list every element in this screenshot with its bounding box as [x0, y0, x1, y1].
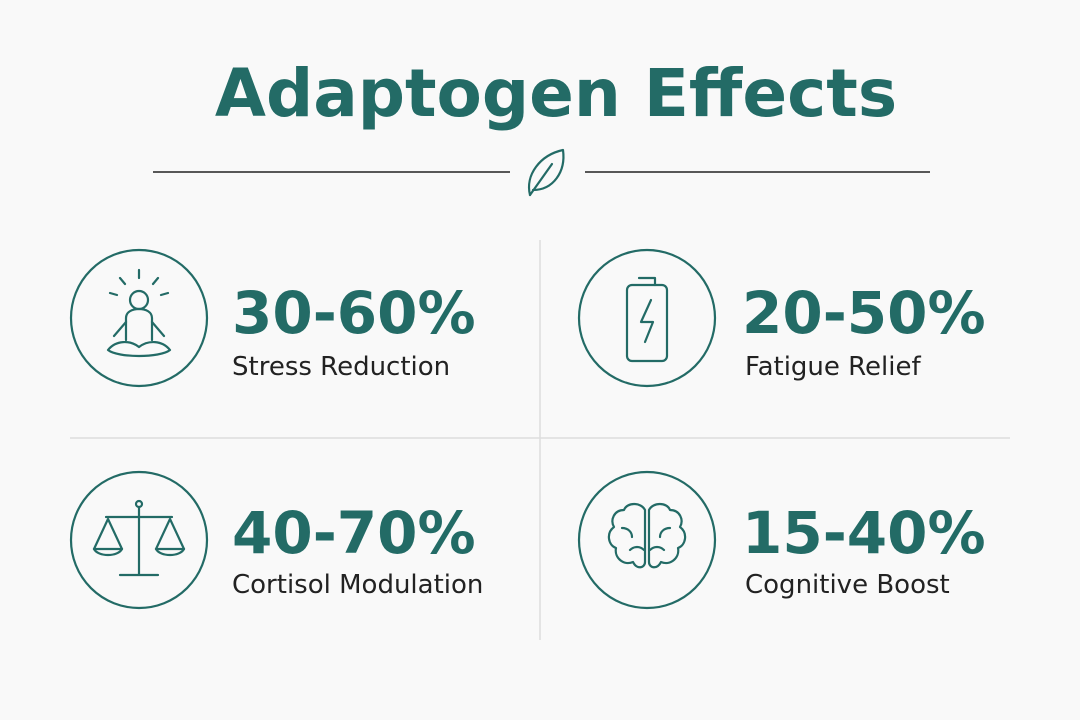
icon-circle	[577, 248, 717, 388]
scale-icon	[92, 499, 186, 577]
brain-icon	[607, 502, 687, 569]
leaf-icon	[527, 148, 565, 197]
meditation-icon	[106, 268, 172, 358]
stat-label: Cognitive Boost	[745, 570, 950, 600]
icon-circle	[577, 470, 717, 610]
stat-label: Stress Reduction	[232, 352, 450, 382]
stat-label: Cortisol Modulation	[232, 570, 483, 600]
stat-value: 20-50%	[742, 279, 986, 347]
stat-value: 40-70%	[232, 499, 476, 567]
icon-circle	[69, 248, 209, 388]
stat-value: 30-60%	[232, 279, 476, 347]
icon-circle	[69, 470, 209, 610]
title: Adaptogen Effects	[215, 55, 897, 132]
battery-icon	[625, 276, 669, 363]
stat-value: 15-40%	[742, 499, 986, 567]
stat-label: Fatigue Relief	[745, 352, 921, 382]
